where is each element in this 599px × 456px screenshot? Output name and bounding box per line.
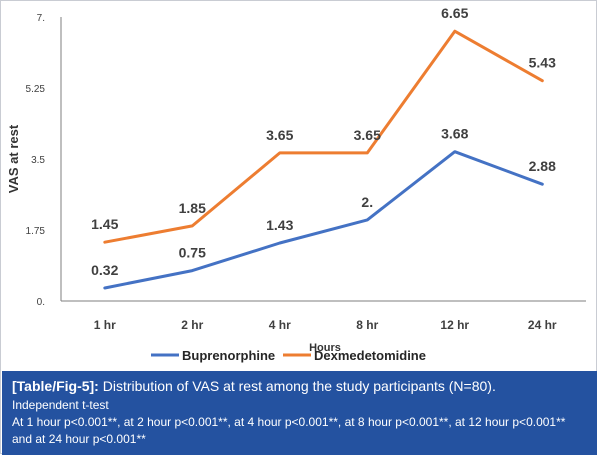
data-label: 2. <box>361 194 373 210</box>
x-tick-label: 8 hr <box>356 318 378 332</box>
line-chart: VAS at rest Hours 0. 1.75 3.5 5.25 7. 1 hr 2 … <box>6 5 586 363</box>
x-tick-labels: 1 hr 2 hr 4 hr 8 hr 12 hr 24 hr <box>94 318 557 332</box>
data-label: 5.43 <box>529 55 556 71</box>
x-tick-label: 2 hr <box>181 318 203 332</box>
figure-caption: [Table/Fig-5]: Distribution of VAS at re… <box>2 371 597 455</box>
data-label: 2.88 <box>529 158 556 174</box>
data-label: 3.65 <box>354 127 381 143</box>
y-tick-label: 5.25 <box>26 84 46 95</box>
y-tick-label: 0. <box>37 297 45 308</box>
caption-title: Distribution of VAS at rest among the st… <box>102 378 496 394</box>
x-axis-title: Hours <box>309 342 341 354</box>
y-tick-labels: 0. 1.75 3.5 5.25 7. <box>26 13 46 308</box>
x-tick-label: 24 hr <box>528 318 557 332</box>
series-lines <box>103 29 544 290</box>
data-label: 0.75 <box>179 245 206 261</box>
data-label: 3.65 <box>266 127 293 143</box>
data-labels: 0.32 0.75 1.43 2. 3.68 2.88 1.45 1.85 3.65 3.65 6.… <box>91 5 556 278</box>
legend: Buprenorphine Dexmedetomidine <box>151 348 426 363</box>
legend-label-dexmedetomidine: Dexmedetomidine <box>314 348 426 363</box>
y-tick-label: 3.5 <box>31 155 45 166</box>
data-label: 6.65 <box>441 5 468 21</box>
x-tick-label: 12 hr <box>440 318 469 332</box>
legend-label-buprenorphine: Buprenorphine <box>182 348 275 363</box>
y-tick-label: 7. <box>37 13 45 24</box>
caption-test: Independent t-test <box>12 398 109 412</box>
data-label: 0.32 <box>91 262 118 278</box>
data-label: 1.43 <box>266 217 293 233</box>
y-tick-label: 1.75 <box>26 226 46 237</box>
series-line-buprenorphine <box>103 150 544 290</box>
series-line-dexmedetomidine <box>103 29 544 244</box>
data-label: 1.45 <box>91 216 118 232</box>
caption-title-line: [Table/Fig-5]: Distribution of VAS at re… <box>12 377 587 395</box>
caption-label: [Table/Fig-5]: <box>12 378 99 394</box>
x-tick-label: 4 hr <box>269 318 291 332</box>
data-label: 3.68 <box>441 126 468 142</box>
x-tick-label: 1 hr <box>94 318 116 332</box>
caption-note: At 1 hour p<0.001**, at 2 hour p<0.001**… <box>12 415 566 446</box>
y-axis-title: VAS at rest <box>6 124 21 193</box>
data-label: 1.85 <box>179 200 206 216</box>
